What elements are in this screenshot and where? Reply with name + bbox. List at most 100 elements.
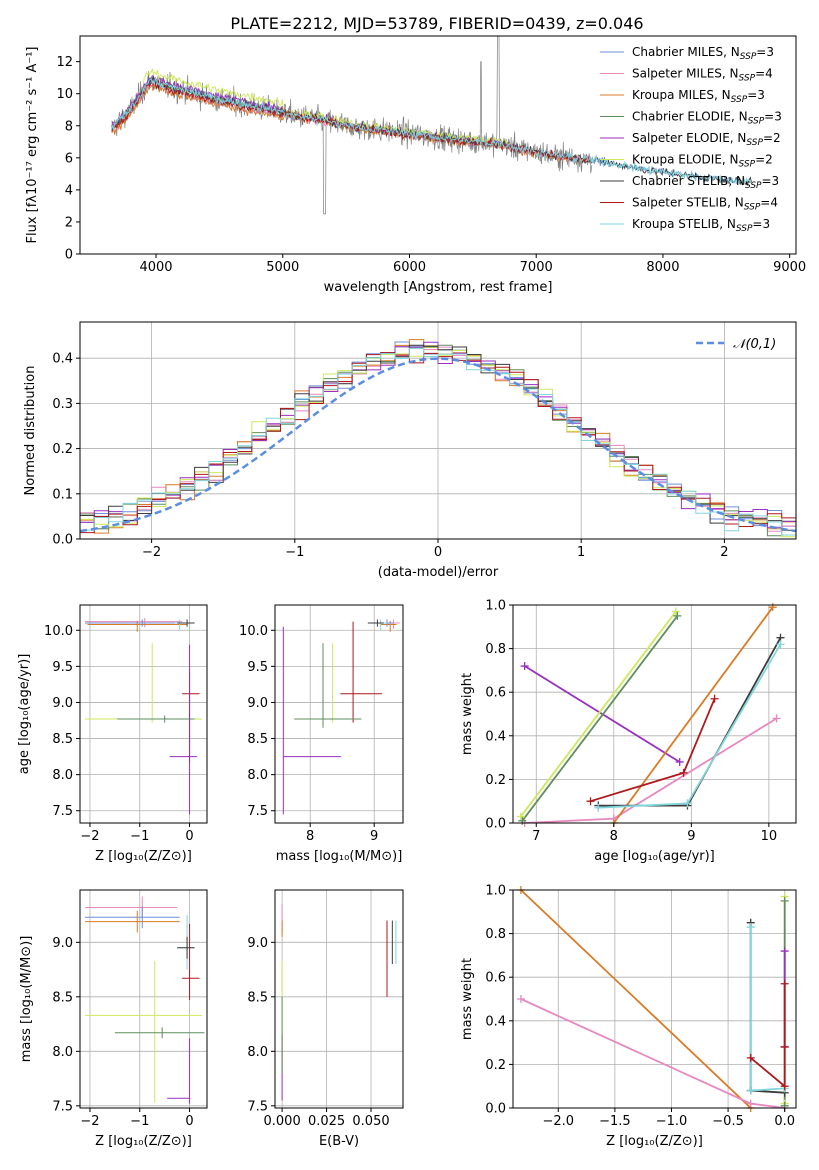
y-tick-label: 0.3	[52, 397, 73, 412]
x-axis-label: Z [log₁₀(Z/Z⊙)]	[95, 1134, 192, 1149]
mass-weight-line	[749, 922, 785, 1094]
y-tick-label: 8.0	[52, 1045, 73, 1060]
y-tick-label: 8.5	[52, 990, 73, 1005]
mass-weight-vs-age-panel: 7 8 9 10 0.0 0.2 0.4 0.6 0.8 1.0 age [log₁₀(age/yr…	[460, 599, 797, 864]
legend-subscript: SSP	[745, 181, 762, 191]
y-axis-label: Flux [fλ10⁻¹⁷ erg cm⁻² s⁻¹ A⁻¹]	[25, 47, 40, 244]
legend-label: Kroupa ELODIE, NSSP=2	[632, 153, 773, 170]
x-tick-label: 0.0	[774, 1114, 795, 1129]
x-tick-label: −2	[80, 1114, 99, 1129]
x-tick-label: 8000	[646, 260, 679, 275]
mass-weight-marker	[710, 694, 719, 703]
y-tick-label: 7.5	[52, 1099, 73, 1114]
y-tick-label: 0.4	[52, 352, 73, 367]
y-tick-label: 10.0	[239, 624, 268, 639]
x-tick-label: 10	[761, 829, 778, 844]
mass-weight-marker	[772, 714, 781, 723]
residual-histogram	[80, 347, 796, 538]
gaussian-curve	[80, 357, 796, 533]
model-spectrum-kroupa-elodie	[142, 68, 511, 148]
plot-area	[80, 339, 796, 538]
mass-weight-marker	[673, 611, 682, 620]
x-tick-label: 6000	[393, 260, 426, 275]
x-tick-label: 0.025	[308, 1114, 345, 1129]
y-tick-label: 9.0	[247, 936, 268, 951]
x-tick-label: 5000	[266, 260, 299, 275]
y-tick-label: 8	[65, 119, 73, 134]
plot-area	[520, 606, 782, 823]
legend-subscript: SSP	[744, 203, 761, 213]
mass-weight-marker	[780, 1082, 789, 1091]
mass-vs-metallicity-panel: −2 −1 0 7.5 8.0 8.5 9.0 Z [log₁₀(Z/Z⊙)] mass [lo…	[19, 889, 208, 1149]
residuals-panel: −2 −1 0 1 2 0.0 0.1 0.2 0.3 0.4 (data-model)/error…	[23, 321, 797, 580]
mass-weight-marker	[594, 803, 603, 812]
legend-value: =2	[755, 153, 773, 167]
mass-weight-marker	[679, 768, 688, 777]
legend-subscript: SSP	[736, 224, 753, 234]
legend-label: Kroupa MILES, NSSP=3	[632, 88, 765, 105]
y-tick-label: 8.5	[247, 732, 268, 747]
legend-label: Kroupa STELIB, NSSP=3	[632, 217, 770, 234]
x-tick-label: 1	[577, 545, 585, 560]
y-tick-label: 9.0	[52, 936, 73, 951]
plot-area	[282, 619, 400, 815]
mass-weight-line	[613, 606, 774, 823]
y-tick-label: 0.4	[485, 729, 506, 744]
mass-weight-marker	[746, 923, 755, 932]
x-tick-label: 7000	[520, 260, 553, 275]
y-tick-label: 7.5	[52, 804, 73, 819]
mass-weight-marker	[520, 662, 529, 671]
legend-value: =3	[764, 110, 782, 124]
y-tick-label: 12	[56, 55, 73, 70]
x-tick-label: 8	[610, 829, 618, 844]
x-axis-label: age [log₁₀(age/yr)]	[594, 849, 715, 864]
y-tick-label: 8.0	[247, 768, 268, 783]
legend-subscript: SSP	[731, 95, 748, 105]
y-tick-label: 9.0	[247, 696, 268, 711]
y-tick-label: 1.0	[485, 599, 506, 614]
plot-area	[84, 617, 203, 815]
legend-subscript: SSP	[739, 74, 756, 84]
mass-weight-marker	[746, 1099, 755, 1108]
y-tick-label: 2	[65, 215, 73, 230]
axes-frame	[274, 604, 404, 824]
mass-weight-marker	[776, 640, 785, 649]
x-axis-label: Z [log₁₀(Z/Z⊙)]	[95, 849, 192, 864]
x-axis-label: Z [log₁₀(Z/Z⊙)]	[606, 1134, 703, 1149]
axes-frame	[512, 604, 797, 824]
x-tick-label: 9	[370, 829, 378, 844]
y-tick-label: 0.1	[52, 487, 73, 502]
y-tick-label: 7.5	[247, 1099, 268, 1114]
mass-weight-line	[520, 610, 677, 818]
y-tick-label: 9.0	[52, 696, 73, 711]
legend-subscript: SSP	[746, 138, 763, 148]
legend-subscript: SSP	[748, 117, 765, 127]
legend-value: =2	[763, 131, 781, 145]
mass-weight-line	[749, 927, 785, 1092]
plot-area	[281, 904, 397, 1101]
x-tick-label: 0	[185, 829, 193, 844]
y-tick-label: 0.0	[485, 817, 506, 832]
mass-vs-extinction-panel: 0.000 0.025 0.050 7.5 8.0 8.5 9.0 E(B-V)	[247, 889, 404, 1149]
legend-label: Salpeter ELODIE, NSSP=2	[632, 131, 781, 148]
mass-weight-vs-metallicity-panel: −2.0 −1.5 −1.0 −0.5 0.0 0.0 0.2 0.4 0.6 0.8 1.0 Z […	[460, 884, 797, 1149]
y-axis-label: age [log₁₀(age/yr)]	[17, 654, 32, 775]
model-spectrum-kroupa-stelib	[111, 76, 752, 185]
mass-weight-marker	[780, 947, 789, 956]
x-tick-label: −1.5	[599, 1114, 631, 1129]
y-tick-label: 0.2	[52, 442, 73, 457]
x-tick-label: 0	[434, 545, 442, 560]
x-tick-label: 9	[687, 829, 695, 844]
x-tick-label: 0.050	[352, 1114, 389, 1129]
y-tick-label: 0.0	[485, 1102, 506, 1117]
spectrum-panel: 4000 5000 6000 7000 8000 9000 0 2 4 6 8 10 12 wavelen…	[25, 35, 806, 295]
plot-area	[84, 896, 205, 1104]
mass-weight-line	[598, 643, 782, 809]
y-tick-label: 10	[56, 87, 73, 102]
y-tick-label: 8.0	[52, 768, 73, 783]
y-tick-label: 0.2	[485, 1058, 506, 1073]
y-tick-label: 0.6	[485, 686, 506, 701]
legend-value: =3	[762, 174, 780, 188]
y-tick-label: 6	[65, 151, 73, 166]
mass-weight-marker	[675, 757, 684, 766]
